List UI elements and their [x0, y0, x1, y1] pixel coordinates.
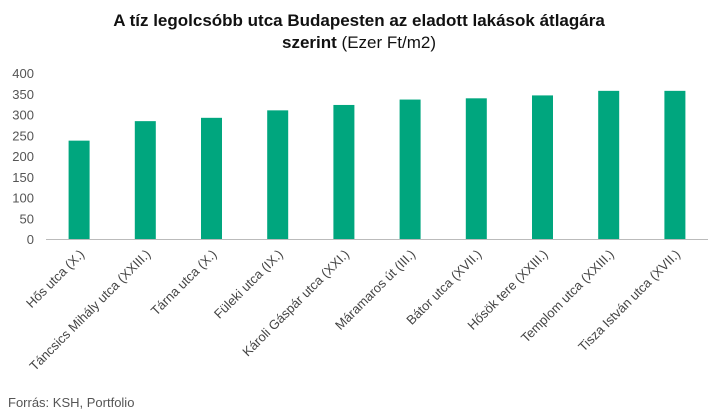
y-tick-label: 200	[12, 149, 34, 164]
chart-title-line2-bold: szerint	[282, 33, 337, 52]
y-tick-label: 250	[12, 128, 34, 143]
bar	[333, 104, 355, 239]
x-tick-label: Hős utca (X.)	[23, 247, 87, 311]
bar	[664, 90, 686, 239]
bar	[267, 110, 289, 239]
chart-title-line2: szerint (Ezer Ft/m2)	[0, 32, 718, 54]
chart-title-unit: (Ezer Ft/m2)	[341, 33, 436, 52]
x-tick-label: Károli Gáspár utca (XXI.)	[239, 247, 352, 360]
source-note: Forrás: KSH, Portfolio	[8, 395, 135, 410]
y-tick-label: 350	[12, 87, 34, 102]
bar	[465, 98, 487, 239]
bar	[532, 95, 553, 239]
bar	[399, 99, 421, 239]
bar	[134, 121, 156, 239]
bar	[201, 117, 222, 239]
bar	[598, 90, 620, 239]
y-tick-label: 300	[12, 108, 34, 123]
y-tick-label: 100	[12, 191, 34, 206]
x-tick-label: Füleki utca (IX.)	[211, 247, 286, 322]
y-tick-label: 400	[12, 66, 34, 81]
y-tick-label: 0	[27, 232, 34, 247]
bar	[68, 140, 90, 239]
y-tick-label: 50	[20, 211, 34, 226]
x-tick-label: Tárna utca (X.)	[148, 247, 220, 319]
x-tick-label: Táncsics Mihály utca (XXIII.)	[26, 247, 153, 374]
chart-title: A tíz legolcsóbb utca Budapesten az elad…	[0, 10, 718, 54]
chart-title-line1: A tíz legolcsóbb utca Budapesten az elad…	[113, 11, 605, 30]
y-tick-label: 150	[12, 170, 34, 185]
